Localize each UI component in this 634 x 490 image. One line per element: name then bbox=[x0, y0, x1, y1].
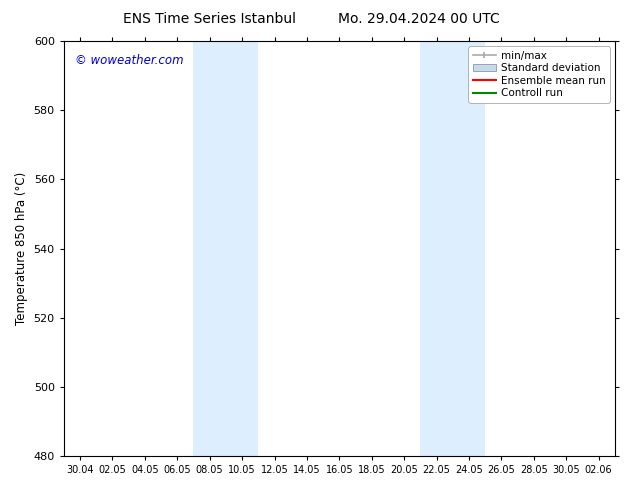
Text: ENS Time Series Istanbul: ENS Time Series Istanbul bbox=[123, 12, 295, 26]
Bar bbox=[420, 41, 485, 456]
Legend: min/max, Standard deviation, Ensemble mean run, Controll run: min/max, Standard deviation, Ensemble me… bbox=[469, 47, 610, 102]
Text: Mo. 29.04.2024 00 UTC: Mo. 29.04.2024 00 UTC bbox=[337, 12, 500, 26]
Y-axis label: Temperature 850 hPa (°C): Temperature 850 hPa (°C) bbox=[15, 172, 28, 325]
Text: © woweather.com: © woweather.com bbox=[75, 54, 183, 67]
Bar bbox=[193, 41, 258, 456]
